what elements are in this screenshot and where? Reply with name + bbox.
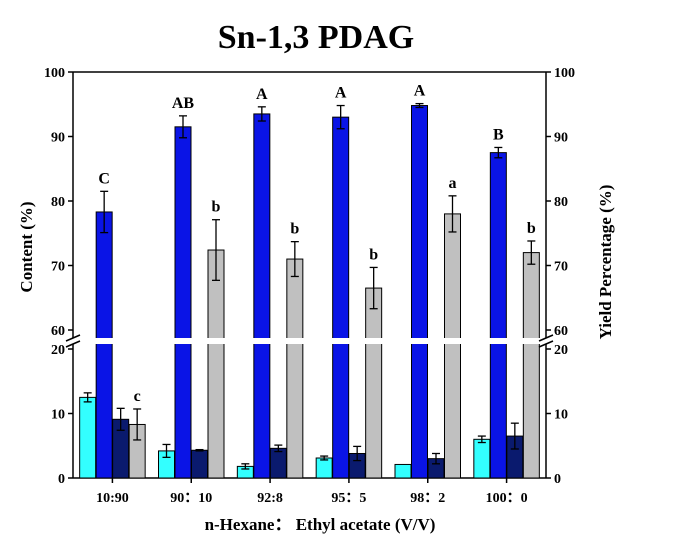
x-tick-label: 90：10	[170, 491, 212, 506]
bar	[411, 105, 428, 479]
bar	[191, 449, 208, 479]
y-axis-label-left: Content (%)	[17, 201, 36, 292]
y-tick-label-right: 100	[554, 66, 575, 81]
bar	[174, 126, 192, 479]
bar	[473, 438, 491, 479]
y-tick-label-left: 0	[58, 472, 65, 487]
bar	[315, 457, 333, 479]
bar	[95, 211, 113, 479]
bar	[394, 463, 412, 479]
bar	[489, 152, 507, 479]
y-tick-label-left: 90	[51, 131, 65, 146]
axis-break-mark-right-bottom	[538, 340, 554, 348]
y-tick-label-left: 80	[51, 195, 65, 210]
y-tick-label-left: 20	[51, 343, 65, 358]
x-tick-label: 95：5	[331, 491, 366, 506]
axis-break-mark-left-top	[65, 334, 81, 342]
significance-letter-lower: b	[527, 220, 536, 237]
significance-letter-upper: A	[335, 85, 347, 102]
y-tick-label-left: 100	[44, 66, 65, 81]
y-tick-label-right: 0	[554, 472, 561, 487]
axis-break-mark-left-bottom	[65, 340, 81, 348]
y-tick-label-left: 10	[51, 408, 65, 423]
bar	[207, 249, 225, 479]
chart-title: Sn-1,3 PDAG	[218, 19, 414, 56]
significance-letter-upper: A	[414, 83, 426, 100]
significance-letter-upper: C	[98, 170, 110, 187]
x-tick-label: 100：0	[486, 491, 528, 506]
significance-letter-lower: b	[369, 246, 378, 263]
bar	[365, 287, 383, 479]
significance-letter-lower: a	[449, 175, 457, 192]
x-axis-label: n-Hexane： Ethyl acetate (V/V)	[205, 515, 436, 534]
bar	[79, 396, 97, 479]
x-tick-label: 98：2	[410, 491, 445, 506]
y-tick-label-right: 80	[554, 195, 568, 210]
significance-letter-lower: b	[290, 221, 299, 238]
y-tick-label-left: 60	[51, 324, 65, 339]
bar	[269, 447, 287, 479]
bar	[444, 213, 461, 479]
significance-letter-upper: A	[256, 86, 268, 103]
x-tick-label: 10:90	[96, 491, 129, 506]
y-tick-label-right: 60	[554, 324, 568, 339]
axis-break-mark-right-top	[538, 334, 554, 342]
plot-area: 0 0 10 10 20 20 60 60 70 70 80 80 90 90 100 100 10:90 Cc 9…	[44, 66, 575, 506]
significance-letter-upper: B	[493, 126, 504, 143]
y-axis-label-right: Yield Percentage (%)	[596, 185, 615, 340]
y-tick-label-right: 20	[554, 343, 568, 358]
significance-letter-lower: b	[212, 199, 221, 216]
y-tick-label-right: 10	[554, 408, 568, 423]
significance-letter-upper: AB	[172, 95, 195, 112]
significance-letter-lower: c	[134, 388, 141, 405]
bar	[253, 113, 271, 479]
x-tick-label: 92:8	[257, 491, 283, 506]
bar	[286, 258, 304, 479]
y-tick-label-right: 90	[554, 131, 568, 146]
bar	[522, 252, 540, 479]
axis-break-gap	[59, 338, 560, 344]
y-tick-label-left: 70	[51, 260, 65, 275]
y-tick-label-right: 70	[554, 260, 568, 275]
bar	[332, 116, 350, 479]
